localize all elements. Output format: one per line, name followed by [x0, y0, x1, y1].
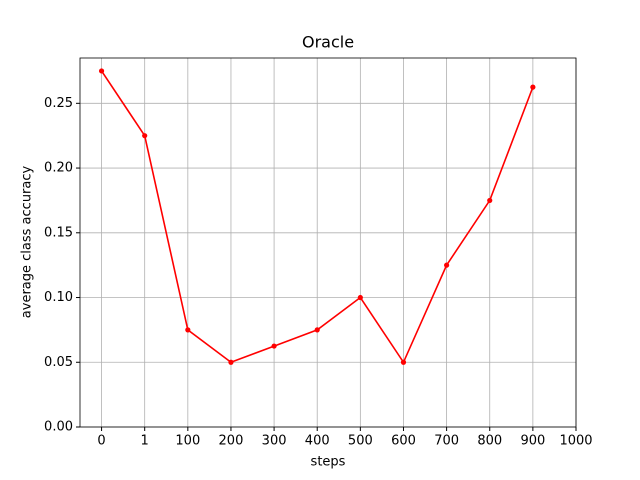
- x-tick-label: 600: [391, 434, 416, 449]
- point: [142, 133, 148, 139]
- y-tick-label: 0.00: [44, 420, 73, 435]
- point: [487, 197, 493, 204]
- x-tick-label: 800: [477, 434, 502, 449]
- point: [357, 294, 363, 301]
- y-axis-label: average class accuracy: [20, 165, 35, 318]
- x-tick-label: 500: [348, 434, 373, 449]
- point: [444, 262, 450, 268]
- x-tick-label: 700: [434, 434, 459, 449]
- x-tick-label: 0: [97, 434, 105, 449]
- chart-title: Oracle: [302, 33, 354, 52]
- plot-frame: [79, 57, 577, 428]
- x-tick-label: 900: [520, 434, 545, 449]
- x-tick-label: 300: [262, 434, 287, 449]
- point: [530, 84, 536, 90]
- point: [314, 327, 320, 333]
- point: [185, 327, 191, 333]
- y-tick-label: 0.10: [44, 290, 73, 305]
- point: [271, 343, 277, 349]
- x-tick-label: 1000: [559, 434, 592, 449]
- y-tick-label: 0.20: [44, 161, 73, 176]
- x-tick-label: 400: [305, 434, 330, 449]
- y-tick-label: 0.25: [44, 96, 73, 111]
- x-tick-label: 200: [219, 434, 244, 449]
- point: [228, 359, 234, 365]
- point: [400, 359, 407, 365]
- y-tick-label: 0.05: [44, 355, 73, 370]
- y-tick-label: 0.15: [44, 225, 73, 240]
- x-axis-label: steps: [311, 455, 346, 470]
- x-tick-label: 1: [141, 434, 149, 449]
- point: [98, 68, 105, 74]
- x-tick-label: 100: [175, 434, 200, 449]
